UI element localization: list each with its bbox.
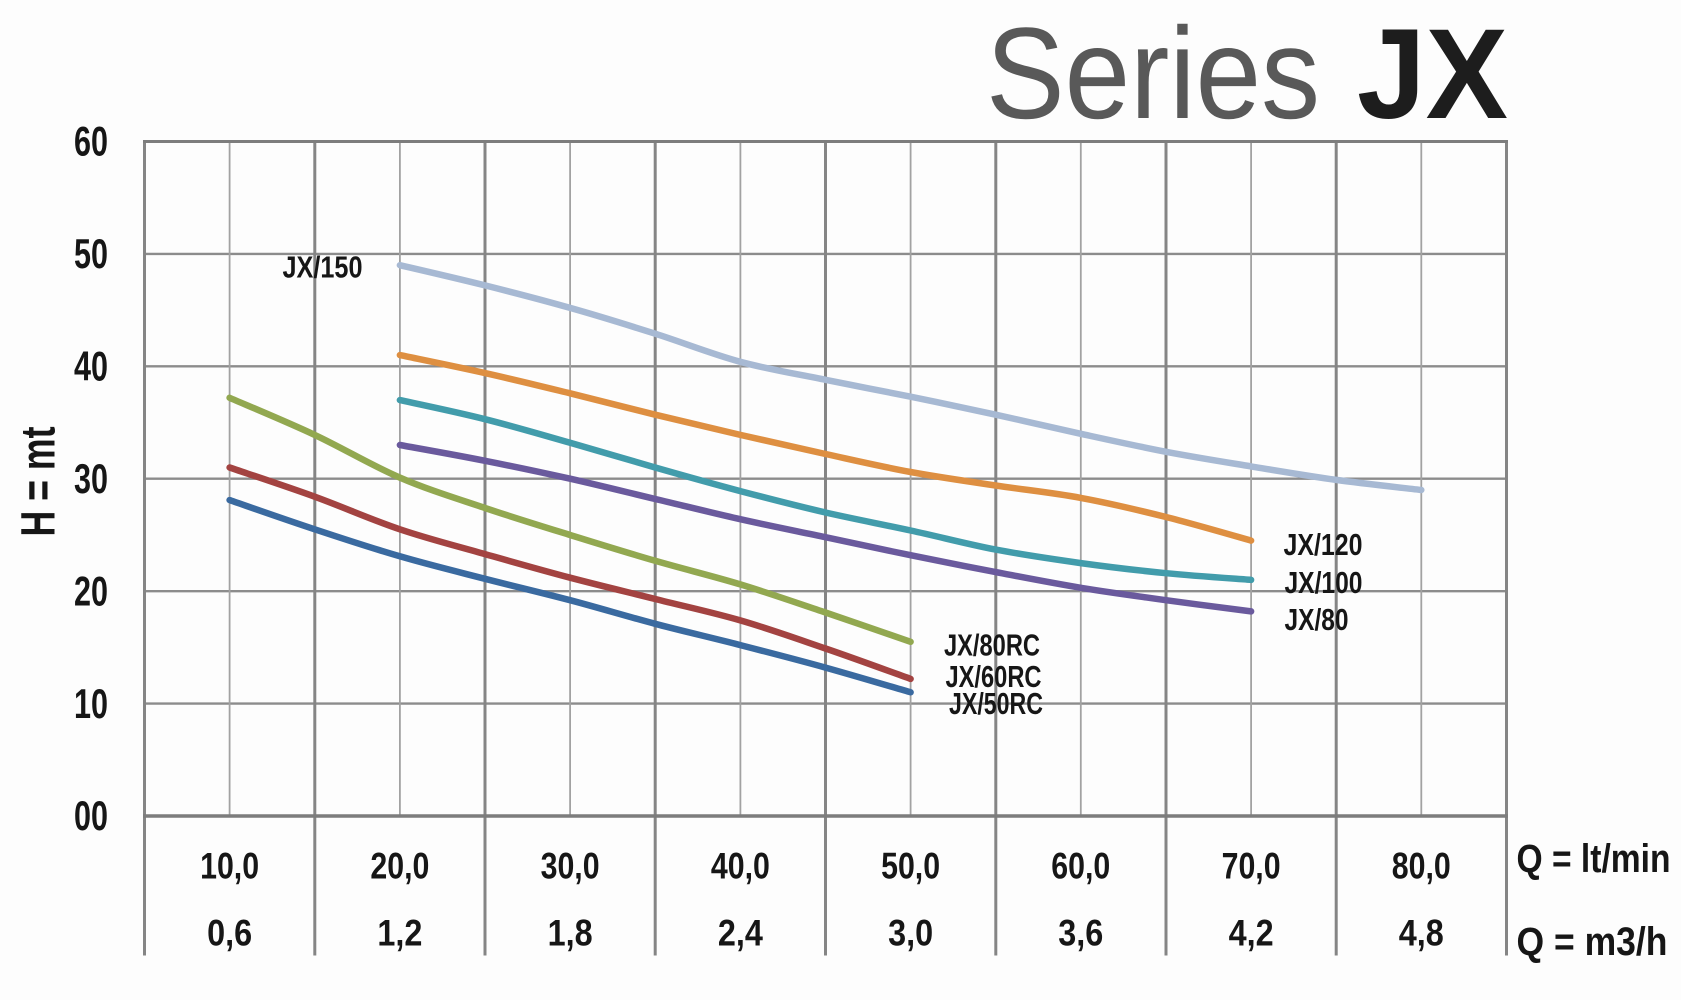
svg-text:4,8: 4,8 xyxy=(1399,913,1444,954)
svg-text:20: 20 xyxy=(74,567,108,614)
svg-text:00: 00 xyxy=(74,792,108,839)
svg-text:40,0: 40,0 xyxy=(711,846,770,887)
svg-text:70,0: 70,0 xyxy=(1222,846,1281,887)
svg-text:0,6: 0,6 xyxy=(207,913,252,954)
svg-text:4,2: 4,2 xyxy=(1229,913,1274,954)
svg-text:40: 40 xyxy=(74,343,108,390)
svg-text:Q = lt/min: Q = lt/min xyxy=(1517,837,1671,881)
svg-text:3,0: 3,0 xyxy=(888,913,933,954)
svg-text:3,6: 3,6 xyxy=(1058,913,1103,954)
svg-text:60: 60 xyxy=(74,118,108,165)
svg-text:Series: Series xyxy=(986,0,1320,146)
svg-text:10: 10 xyxy=(74,680,108,727)
svg-text:1,2: 1,2 xyxy=(377,913,422,954)
svg-text:JX/150: JX/150 xyxy=(283,250,363,285)
svg-text:JX/50RC: JX/50RC xyxy=(949,686,1043,721)
svg-text:JX/100: JX/100 xyxy=(1285,565,1363,600)
svg-text:2,4: 2,4 xyxy=(718,913,763,954)
svg-text:80,0: 80,0 xyxy=(1392,846,1451,887)
svg-text:50: 50 xyxy=(74,230,108,277)
svg-text:50,0: 50,0 xyxy=(881,846,940,887)
svg-text:10,0: 10,0 xyxy=(200,846,259,887)
svg-text:30,0: 30,0 xyxy=(541,846,600,887)
svg-text:30: 30 xyxy=(74,455,108,502)
svg-text:Q = m3/h: Q = m3/h xyxy=(1517,920,1668,964)
svg-text:JX/80: JX/80 xyxy=(1285,602,1349,637)
svg-text:H = mt: H = mt xyxy=(13,426,66,536)
svg-text:20,0: 20,0 xyxy=(370,846,429,887)
svg-text:JX/80RC: JX/80RC xyxy=(944,628,1040,663)
svg-text:JX/120: JX/120 xyxy=(1284,527,1363,562)
svg-text:1,8: 1,8 xyxy=(548,913,593,954)
svg-text:JX: JX xyxy=(1357,3,1508,146)
svg-text:JX/60RC: JX/60RC xyxy=(946,659,1042,694)
svg-text:60,0: 60,0 xyxy=(1051,846,1110,887)
